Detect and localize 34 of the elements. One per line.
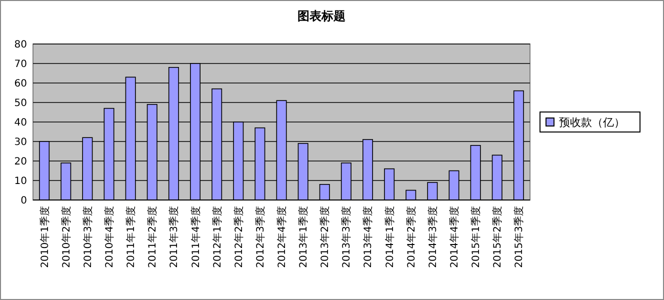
x-tick-label: 2010年2季度 [60,206,72,268]
y-tick-label: 30 [14,137,27,148]
y-tick-label: 10 [14,176,27,187]
x-tick-label: 2013年2季度 [319,206,332,268]
x-tick-label: 2015年1季度 [470,206,482,268]
x-tick-label: 2011年1季度 [125,206,138,268]
x-tick-label: 2010年3季度 [82,206,94,268]
x-tick-label: 2014年2季度 [405,206,418,268]
x-tick-label: 2011年2季度 [146,206,159,268]
chart-title: 图表标题 [298,9,346,23]
x-tick-label: 2011年4季度 [190,206,202,268]
y-tick-label: 50 [14,98,27,109]
x-tick-label: 2012年1季度 [211,206,224,268]
y-tick-label: 0 [20,196,27,206]
x-tick-label: 2014年3季度 [426,206,439,268]
x-tick-label: 2013年3季度 [340,206,353,268]
x-tick-label: 2012年2季度 [232,206,245,268]
x-tick-label: 2015年3季度 [513,206,526,268]
x-tick-label: 2014年4季度 [448,206,460,268]
legend-label: 预收款（亿） [559,116,625,129]
y-tick-label: 60 [14,78,27,90]
y-tick-label: 20 [14,156,27,168]
x-tick-label: 2013年4季度 [362,206,374,268]
y-tick-label: 80 [14,40,27,50]
y-tick-label: 40 [14,118,27,128]
x-tick-label: 2013年1季度 [298,206,310,268]
y-tick-label: 70 [14,59,27,70]
x-tick-label: 2010年1季度 [38,206,51,268]
x-tick-label: 2012年4季度 [276,206,288,268]
x-tick-label: 2015年2季度 [492,206,504,268]
x-tick-label: 2012年3季度 [254,206,266,268]
x-tick-label: 2011年3季度 [168,206,180,268]
x-tick-label: 2014年1季度 [384,206,396,268]
x-tick-label: 2010年4季度 [104,206,116,268]
